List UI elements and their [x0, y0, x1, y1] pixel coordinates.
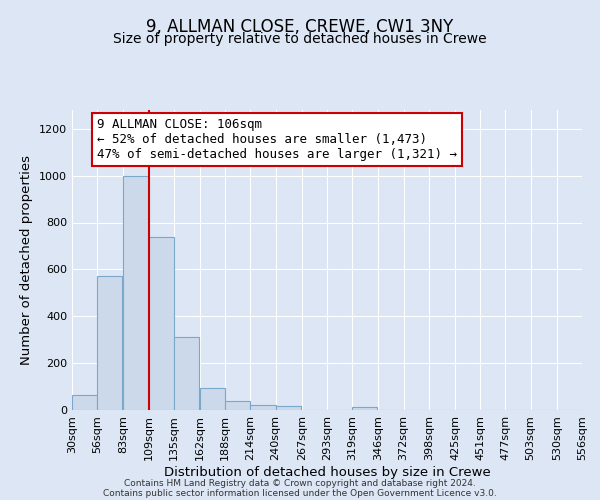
Text: Contains public sector information licensed under the Open Government Licence v3: Contains public sector information licen… — [103, 488, 497, 498]
Bar — [97, 276, 122, 410]
Bar — [124, 176, 149, 410]
Text: 9, ALLMAN CLOSE, CREWE, CW1 3NY: 9, ALLMAN CLOSE, CREWE, CW1 3NY — [146, 18, 454, 36]
Bar — [225, 401, 250, 410]
Bar — [200, 388, 225, 410]
Text: 9 ALLMAN CLOSE: 106sqm
← 52% of detached houses are smaller (1,473)
47% of semi-: 9 ALLMAN CLOSE: 106sqm ← 52% of detached… — [97, 118, 457, 161]
Bar — [72, 395, 97, 410]
Text: Size of property relative to detached houses in Crewe: Size of property relative to detached ho… — [113, 32, 487, 46]
X-axis label: Distribution of detached houses by size in Crewe: Distribution of detached houses by size … — [164, 466, 490, 478]
Bar — [275, 406, 301, 410]
Bar — [149, 236, 174, 410]
Bar — [352, 407, 377, 410]
Bar — [250, 406, 275, 410]
Bar — [174, 338, 199, 410]
Y-axis label: Number of detached properties: Number of detached properties — [20, 155, 34, 365]
Text: Contains HM Land Registry data © Crown copyright and database right 2024.: Contains HM Land Registry data © Crown c… — [124, 478, 476, 488]
